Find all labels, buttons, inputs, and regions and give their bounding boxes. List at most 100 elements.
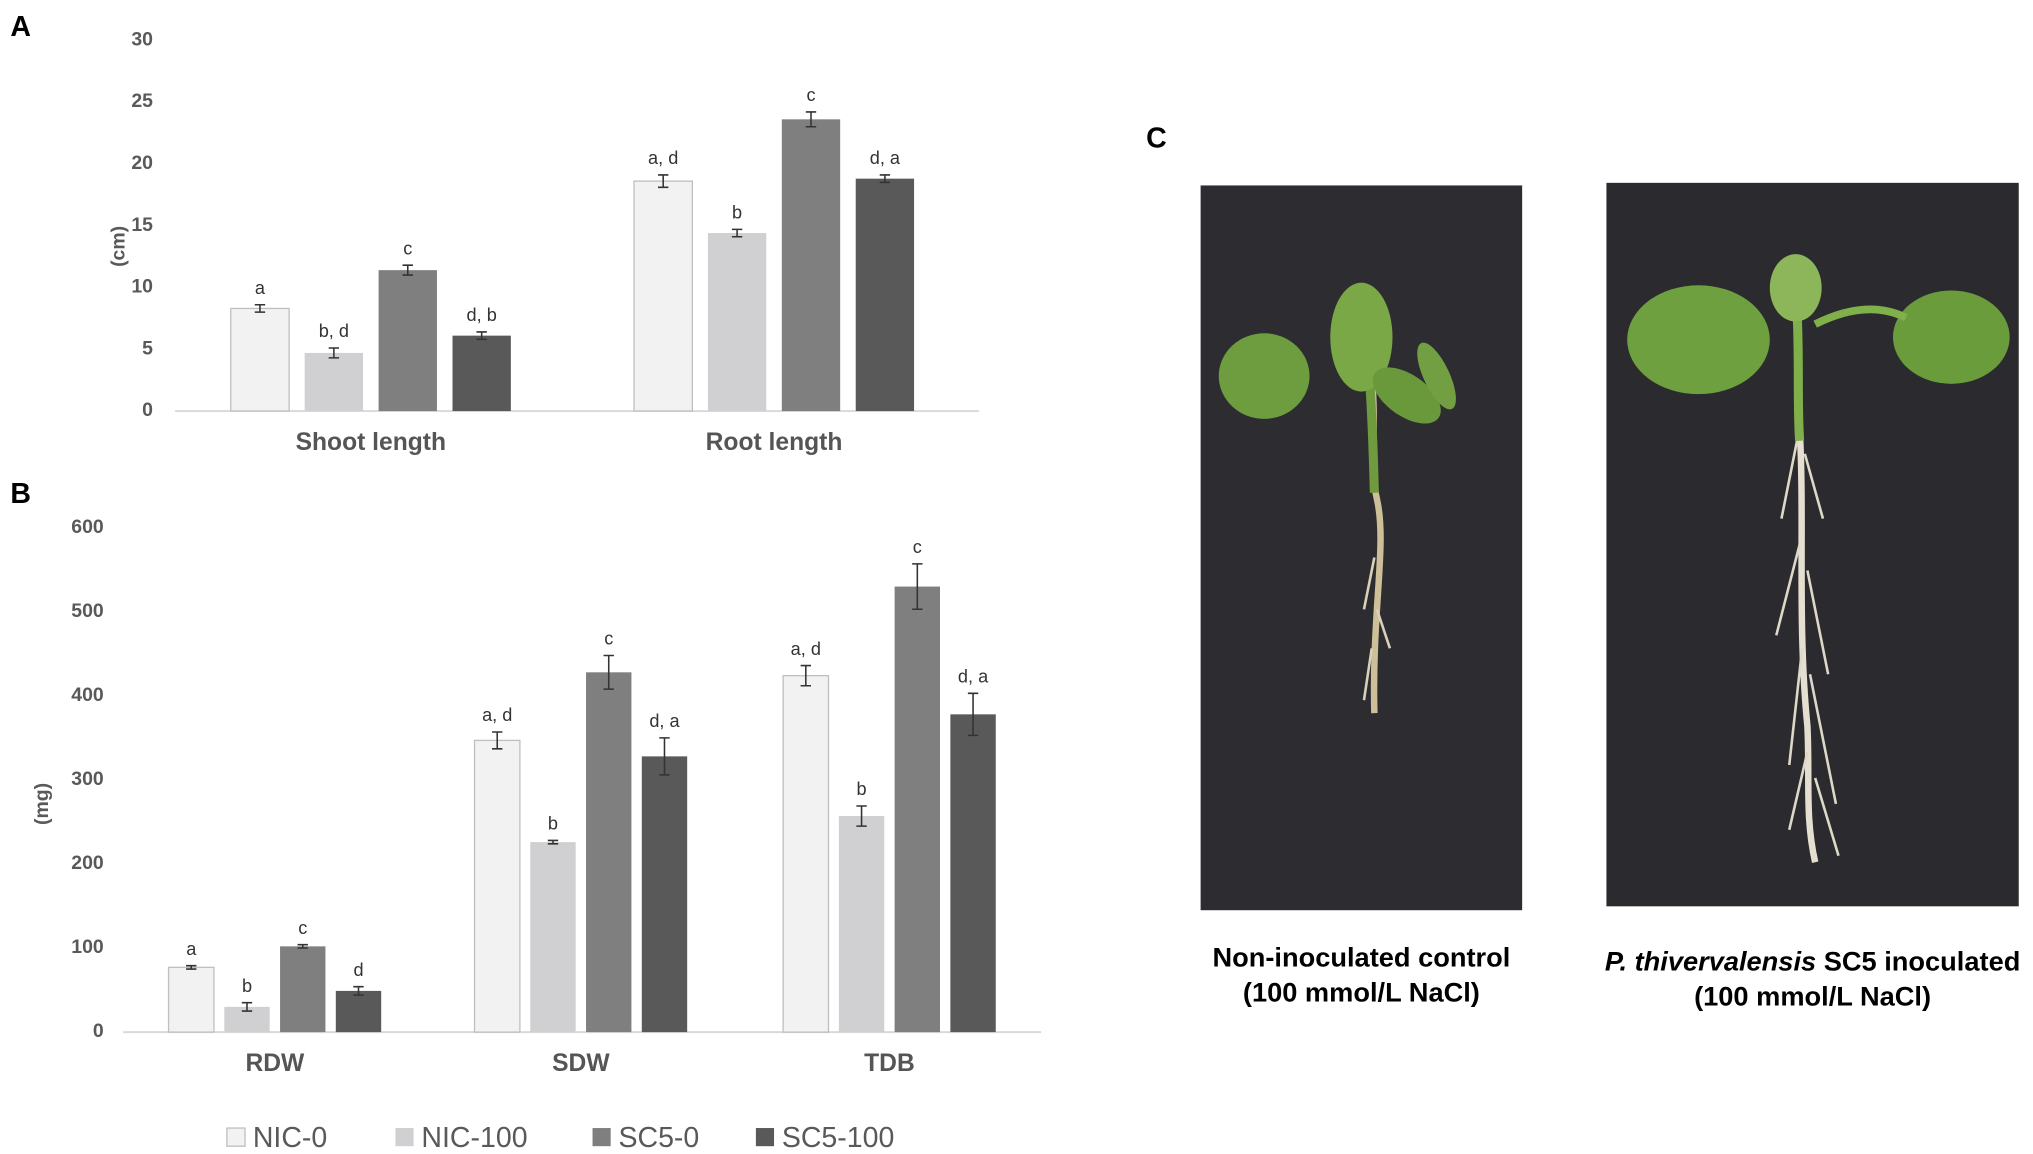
x-tick-label: Shoot length: [296, 429, 446, 456]
photo-caption: Non-inoculated control: [1212, 942, 1510, 973]
legend-swatch: [226, 1127, 246, 1147]
y-tick-label: 5: [142, 337, 153, 359]
error-bar: [297, 943, 308, 949]
panel-label: C: [1146, 123, 1167, 155]
error-bar: [328, 347, 340, 359]
error-bar: [800, 664, 811, 687]
bar: [855, 178, 915, 412]
bar: [304, 352, 364, 412]
error-bar: [603, 654, 614, 690]
legend-label: SC5-100: [782, 1122, 895, 1154]
significance-letter: b: [732, 203, 742, 223]
significance-letter: b: [548, 814, 558, 834]
error-bar: [967, 692, 979, 737]
bar: [530, 842, 576, 1033]
bar: [280, 946, 326, 1033]
y-tick-label: 400: [71, 684, 104, 706]
caption-species: P. thivervalensis: [1605, 946, 1816, 977]
bar: [894, 586, 941, 1033]
y-tick-label: 100: [71, 936, 104, 958]
y-tick-label: 10: [131, 276, 153, 298]
significance-letter: d, a: [870, 148, 901, 168]
bar: [167, 966, 215, 1033]
error-bar: [731, 228, 743, 238]
panel-label: A: [10, 11, 31, 43]
significance-letter: b: [242, 976, 252, 996]
legend-swatch: [755, 1128, 775, 1147]
error-bar: [254, 303, 266, 313]
error-bar: [492, 731, 503, 750]
error-bar: [353, 985, 364, 996]
significance-letter: c: [913, 537, 922, 557]
bar: [452, 335, 511, 412]
significance-letter: a, d: [482, 705, 512, 725]
y-tick-label: 20: [131, 152, 153, 174]
significance-letter: b, d: [319, 321, 349, 341]
bar: [230, 307, 290, 412]
bar: [838, 816, 885, 1033]
bar: [335, 990, 382, 1033]
y-axis-label: (mg): [31, 783, 53, 825]
bar: [633, 180, 694, 412]
y-tick-label: 600: [71, 516, 104, 538]
legend-label: SC5-0: [618, 1122, 699, 1154]
bar: [782, 675, 830, 1033]
bar: [707, 233, 767, 412]
bar: [473, 739, 521, 1033]
error-bar: [402, 264, 413, 276]
significance-letter: a, d: [791, 639, 821, 659]
bar: [950, 714, 996, 1033]
x-tick-label: TDB: [864, 1050, 915, 1077]
bar: [378, 270, 437, 412]
x-tick-label: RDW: [245, 1050, 305, 1077]
photo-caption: (100 mmol/L NaCl): [1243, 977, 1480, 1008]
significance-letter: c: [806, 85, 815, 105]
y-tick-label: 0: [93, 1020, 104, 1042]
bar: [781, 119, 841, 412]
error-bar: [186, 964, 197, 970]
legend-label: NIC-100: [421, 1122, 527, 1154]
legend-swatch: [395, 1128, 414, 1147]
y-tick-label: 30: [131, 28, 153, 50]
significance-letter: c: [298, 918, 307, 938]
error-bar: [805, 111, 817, 128]
photo-caption: (100 mmol/L NaCl): [1694, 981, 1931, 1012]
error-bar: [241, 1001, 253, 1012]
error-bar: [912, 563, 923, 611]
photo-control: [1200, 185, 1523, 911]
photo-inoculated: [1606, 182, 2019, 907]
significance-letter: c: [403, 238, 412, 258]
y-tick-label: 25: [131, 90, 153, 112]
bar: [586, 672, 632, 1033]
x-tick-label: SDW: [552, 1050, 610, 1077]
y-axis-label: (cm): [107, 226, 129, 267]
error-bar: [879, 174, 891, 184]
panel-label: B: [10, 478, 31, 510]
significance-letter: a: [186, 939, 197, 959]
legend-label: NIC-0: [253, 1122, 327, 1154]
error-bar: [856, 805, 867, 827]
significance-letter: d, a: [958, 667, 989, 687]
significance-letter: d: [353, 960, 363, 980]
photo-caption: P. thivervalensis SC5 inoculated: [1605, 946, 2021, 977]
significance-letter: d, a: [649, 711, 680, 731]
error-bar: [476, 331, 487, 341]
y-tick-label: 15: [131, 214, 153, 236]
caption-text: SC5 inoculated: [1816, 946, 2020, 977]
y-tick-label: 0: [142, 399, 153, 421]
y-tick-label: 200: [71, 852, 104, 874]
error-bar: [658, 174, 669, 189]
legend-swatch: [592, 1128, 611, 1147]
bar: [641, 756, 688, 1033]
significance-letter: d, b: [467, 305, 497, 325]
error-bar: [659, 737, 670, 776]
significance-letter: b: [857, 779, 867, 799]
significance-letter: c: [604, 629, 613, 649]
error-bar: [547, 839, 559, 845]
significance-letter: a: [255, 278, 266, 298]
significance-letter: a, d: [648, 148, 678, 168]
y-tick-label: 500: [71, 600, 104, 622]
y-tick-label: 300: [71, 768, 104, 790]
